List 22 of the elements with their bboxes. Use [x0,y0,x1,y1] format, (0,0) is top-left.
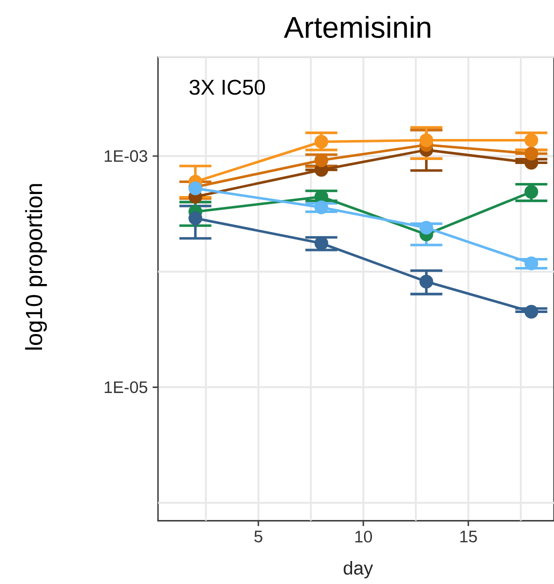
point [524,133,538,148]
x-tick-label: 15 [460,530,477,542]
chart-title: Artemisinin [284,16,430,38]
point [314,200,328,214]
point [524,304,538,319]
y-axis-title: log10 proportion [25,184,47,350]
point [524,256,538,270]
x-tick-label: 10 [355,530,372,543]
point [419,220,434,235]
point [419,133,434,148]
point [188,211,202,226]
point [314,134,328,149]
point [524,185,538,199]
point [419,274,434,288]
y-tick-label: 1E-03 [104,150,148,162]
y-tick-label: 1E-05 [104,381,148,394]
x-tick-label: 5 [254,530,262,542]
point [314,236,328,250]
point [314,153,328,168]
annotation: 3X IC50 [190,80,265,95]
point [524,146,538,160]
x-axis-title: day [344,560,374,578]
